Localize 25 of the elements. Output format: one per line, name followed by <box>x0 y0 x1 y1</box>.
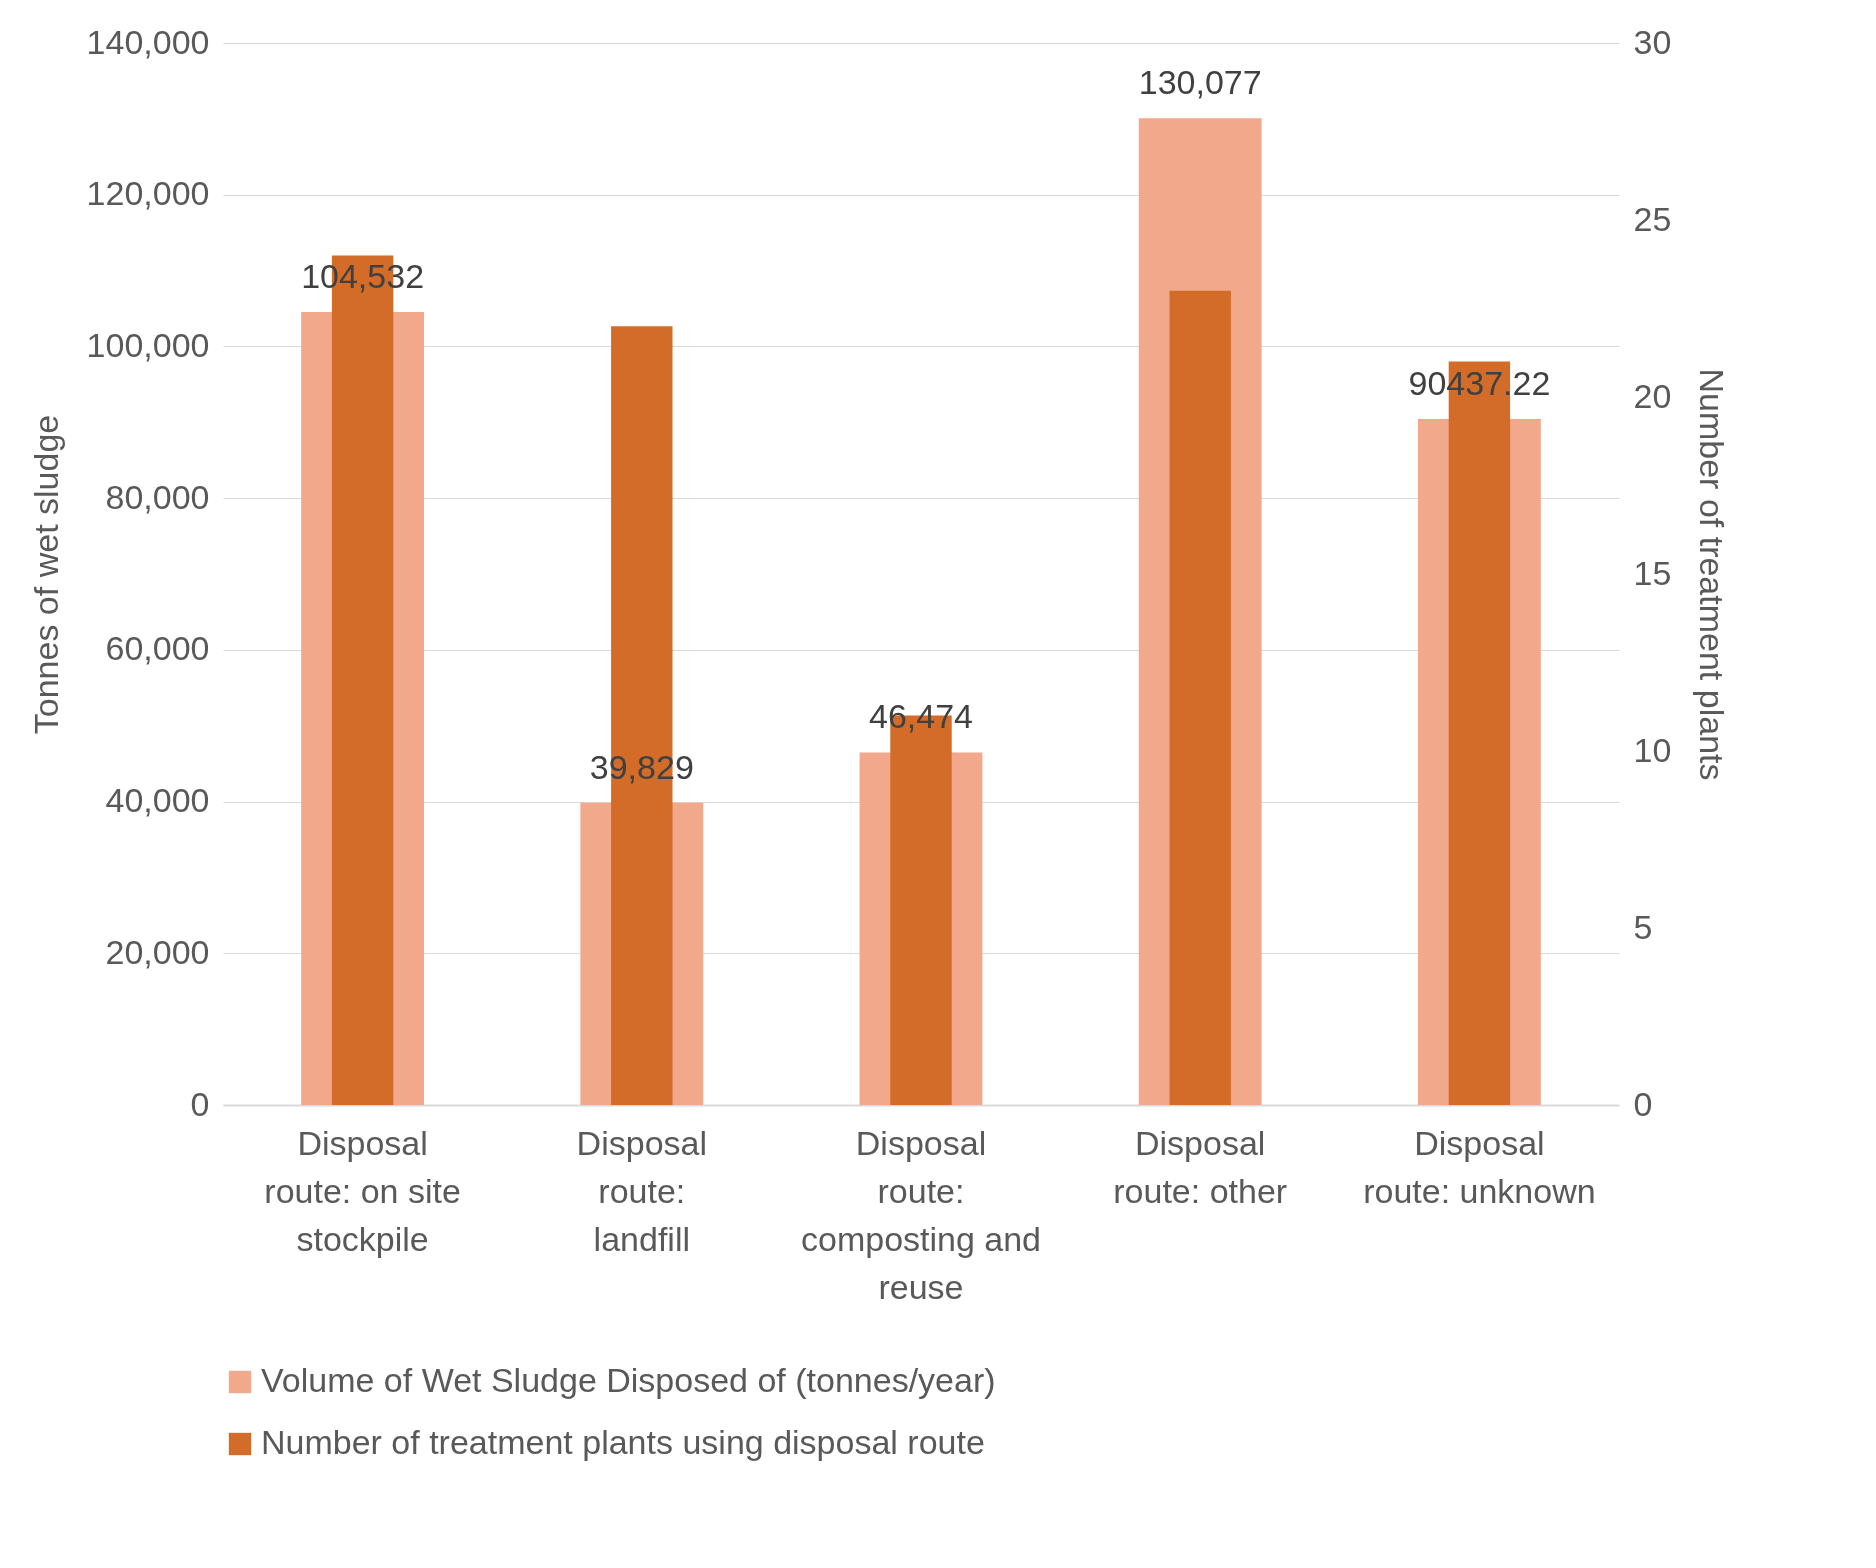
y2-tick-label: 15 <box>1633 553 1672 592</box>
legend-label: Volume of Wet Sludge Disposed of (tonnes/year) <box>261 1361 996 1399</box>
data-label: 130,077 <box>1138 63 1262 102</box>
y2-tick-label: 20 <box>1633 376 1672 415</box>
y2-tick-label: 10 <box>1633 730 1672 769</box>
legend-label: Number of treatment plants using disposal route <box>261 1423 985 1461</box>
x-tick-label: Disposal route: landfill <box>576 1123 707 1258</box>
y2-tick-label: 0 <box>1633 1084 1653 1123</box>
x-tick-label: Disposal route: composting and reuse <box>800 1123 1042 1306</box>
y-tick-label: 60,000 <box>105 629 210 668</box>
y-tick-label: 0 <box>190 1084 210 1123</box>
y2-tick-label: 5 <box>1633 907 1653 946</box>
y-tick-label: 20,000 <box>105 932 210 971</box>
x-tick-label: Disposal route: unknown <box>1363 1123 1596 1210</box>
y-tick-label: 80,000 <box>105 477 210 516</box>
y-axis-title: Tonnes of wet sludge <box>26 414 65 735</box>
x-tick-label: Disposal route: on site stockpile <box>264 1123 461 1258</box>
y-tick-label: 40,000 <box>105 781 210 820</box>
y-tick-label: 140,000 <box>86 22 210 61</box>
y2-tick-label: 25 <box>1633 199 1672 238</box>
y2-axis-title: Number of treatment plants <box>1693 368 1732 781</box>
y-tick-label: 120,000 <box>86 174 210 213</box>
y-tick-label: 100,000 <box>86 325 210 364</box>
y2-tick-label: 30 <box>1633 22 1672 61</box>
x-tick-label: Disposal route: other <box>1113 1123 1288 1210</box>
